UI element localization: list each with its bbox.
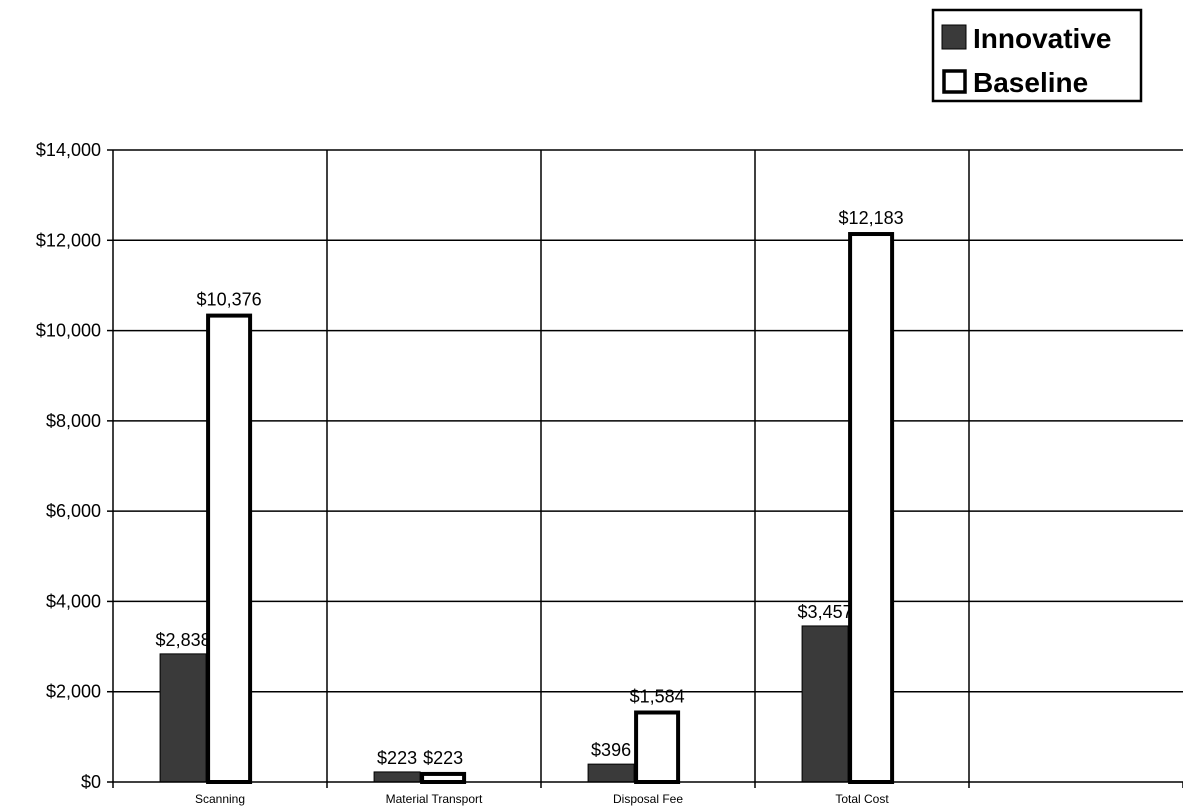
bar-baseline: [634, 710, 681, 784]
x-tick-label: Scanning: [195, 792, 245, 806]
gridlines: [113, 149, 1183, 782]
y-tick-label: $8,000: [46, 411, 101, 431]
y-axis-ticks: $0 $2,000 $4,000 $6,000 $8,000 $10,000 $12,000…: [36, 140, 1183, 792]
bar-innovative: [801, 625, 849, 783]
x-tick-label: Total Cost: [835, 792, 889, 806]
y-tick-label: $0: [81, 772, 101, 792]
bars: [159, 232, 895, 785]
data-label: $1,584: [630, 686, 685, 706]
y-tick-label: $12,000: [36, 230, 101, 250]
bar-baseline: [420, 771, 467, 785]
bar-innovative: [159, 653, 207, 783]
legend-swatch-innovative: [941, 24, 967, 50]
x-axis-labels: Scanning Material Transport Disposal Fee To…: [195, 792, 889, 806]
legend-swatch-baseline: [942, 69, 967, 94]
data-label: $396: [591, 740, 631, 760]
x-tick-label: Material Transport: [386, 792, 483, 806]
x-tick-label: Disposal Fee: [613, 792, 683, 806]
y-tick-label: $4,000: [46, 591, 101, 611]
data-label: $223: [423, 748, 463, 768]
data-label: $12,183: [839, 208, 904, 228]
y-tick-label: $14,000: [36, 140, 101, 160]
legend-label: Innovative: [973, 23, 1111, 54]
legend-label: Baseline: [973, 67, 1088, 98]
bar-innovative: [373, 771, 421, 783]
y-tick-label: $2,000: [46, 682, 101, 702]
data-label: $10,376: [197, 290, 262, 310]
bar-baseline: [206, 313, 253, 784]
bar-baseline: [848, 232, 895, 784]
data-label: $223: [377, 748, 417, 768]
axes: [112, 150, 1183, 783]
legend: Innovative Baseline: [931, 8, 1143, 103]
y-tick-label: $10,000: [36, 321, 101, 341]
bar-innovative: [587, 763, 635, 783]
data-label: $2,838: [156, 630, 211, 650]
data-label: $3,457: [798, 602, 853, 622]
y-tick-label: $6,000: [46, 501, 101, 521]
legend-box: [931, 8, 1143, 103]
data-labels: $2,838 $10,376 $223 $223 $396 $1,584 $3,457 $12…: [156, 208, 904, 768]
